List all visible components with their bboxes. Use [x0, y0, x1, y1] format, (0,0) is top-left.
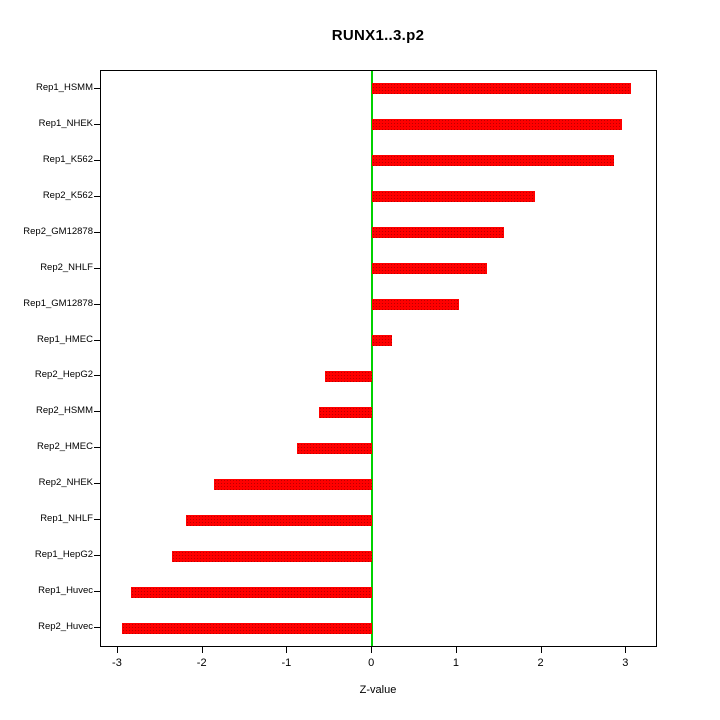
y-axis-tick — [94, 627, 100, 629]
y-axis-tick — [94, 303, 100, 305]
category-label: Rep2_HMEC — [37, 441, 93, 453]
x-tick-label: -1 — [281, 657, 292, 669]
y-axis-tick — [94, 339, 100, 341]
category-label: Rep1_NHEK — [38, 117, 93, 129]
category-label: Rep1_Huvec — [38, 585, 93, 597]
category-label: Rep1_GM12878 — [23, 297, 93, 309]
bar — [372, 119, 623, 131]
bar — [296, 442, 373, 454]
category-label: Rep1_HMEC — [37, 333, 93, 345]
category-label: Rep1_NHLF — [40, 513, 93, 525]
x-axis-tick — [201, 647, 203, 653]
zero-line — [371, 71, 374, 646]
chart-title: RUNX1..3.p2 — [331, 27, 425, 44]
bar — [372, 83, 632, 95]
bar — [172, 550, 373, 562]
y-axis-tick — [94, 231, 100, 233]
x-tick-label: 1 — [452, 657, 459, 669]
y-axis-tick — [94, 447, 100, 449]
category-label: Rep2_K562 — [42, 189, 93, 201]
y-axis-tick — [94, 123, 100, 125]
bar — [130, 586, 373, 598]
category-label: Rep2_GM12878 — [23, 225, 93, 237]
x-axis-tick — [540, 647, 542, 653]
x-tick-label: -3 — [112, 657, 122, 669]
x-axis-tick — [455, 647, 457, 653]
category-label: Rep1_HepG2 — [34, 549, 93, 561]
bar — [122, 622, 373, 634]
x-axis-tick — [116, 647, 118, 653]
y-axis-tick — [94, 411, 100, 413]
bar — [318, 406, 373, 418]
y-axis-tick — [94, 519, 100, 521]
bar — [372, 335, 392, 347]
bar — [372, 227, 505, 239]
y-axis-tick — [94, 87, 100, 89]
category-label: Rep2_NHLF — [40, 261, 93, 273]
x-tick-label: -2 — [196, 657, 207, 669]
y-axis-tick — [94, 267, 100, 269]
x-axis-tick — [286, 647, 288, 653]
y-axis-tick — [94, 483, 100, 485]
y-axis-tick — [94, 159, 100, 161]
category-label: Rep1_HSMM — [35, 81, 93, 93]
x-tick-label: 2 — [537, 657, 544, 669]
bar — [213, 478, 373, 490]
y-axis-tick — [94, 195, 100, 197]
y-axis-tick — [94, 591, 100, 593]
bar — [372, 263, 487, 275]
bar — [372, 191, 535, 203]
x-axis-label: Z-value — [359, 684, 397, 696]
category-label: Rep2_NHEK — [38, 477, 93, 489]
plot-area — [100, 70, 657, 647]
y-axis-tick — [94, 555, 100, 557]
bar — [372, 299, 459, 311]
bar — [324, 370, 373, 382]
y-axis-tick — [94, 375, 100, 377]
x-axis-tick — [371, 647, 373, 653]
category-label: Rep2_Huvec — [38, 621, 93, 633]
category-label: Rep1_K562 — [42, 153, 93, 165]
category-label: Rep2_HepG2 — [34, 369, 93, 381]
bar — [372, 155, 615, 167]
x-axis-tick — [625, 647, 627, 653]
bar — [185, 514, 373, 526]
category-label: Rep2_HSMM — [35, 405, 93, 417]
x-tick-label: 3 — [622, 657, 629, 669]
x-tick-label: 0 — [368, 657, 375, 669]
